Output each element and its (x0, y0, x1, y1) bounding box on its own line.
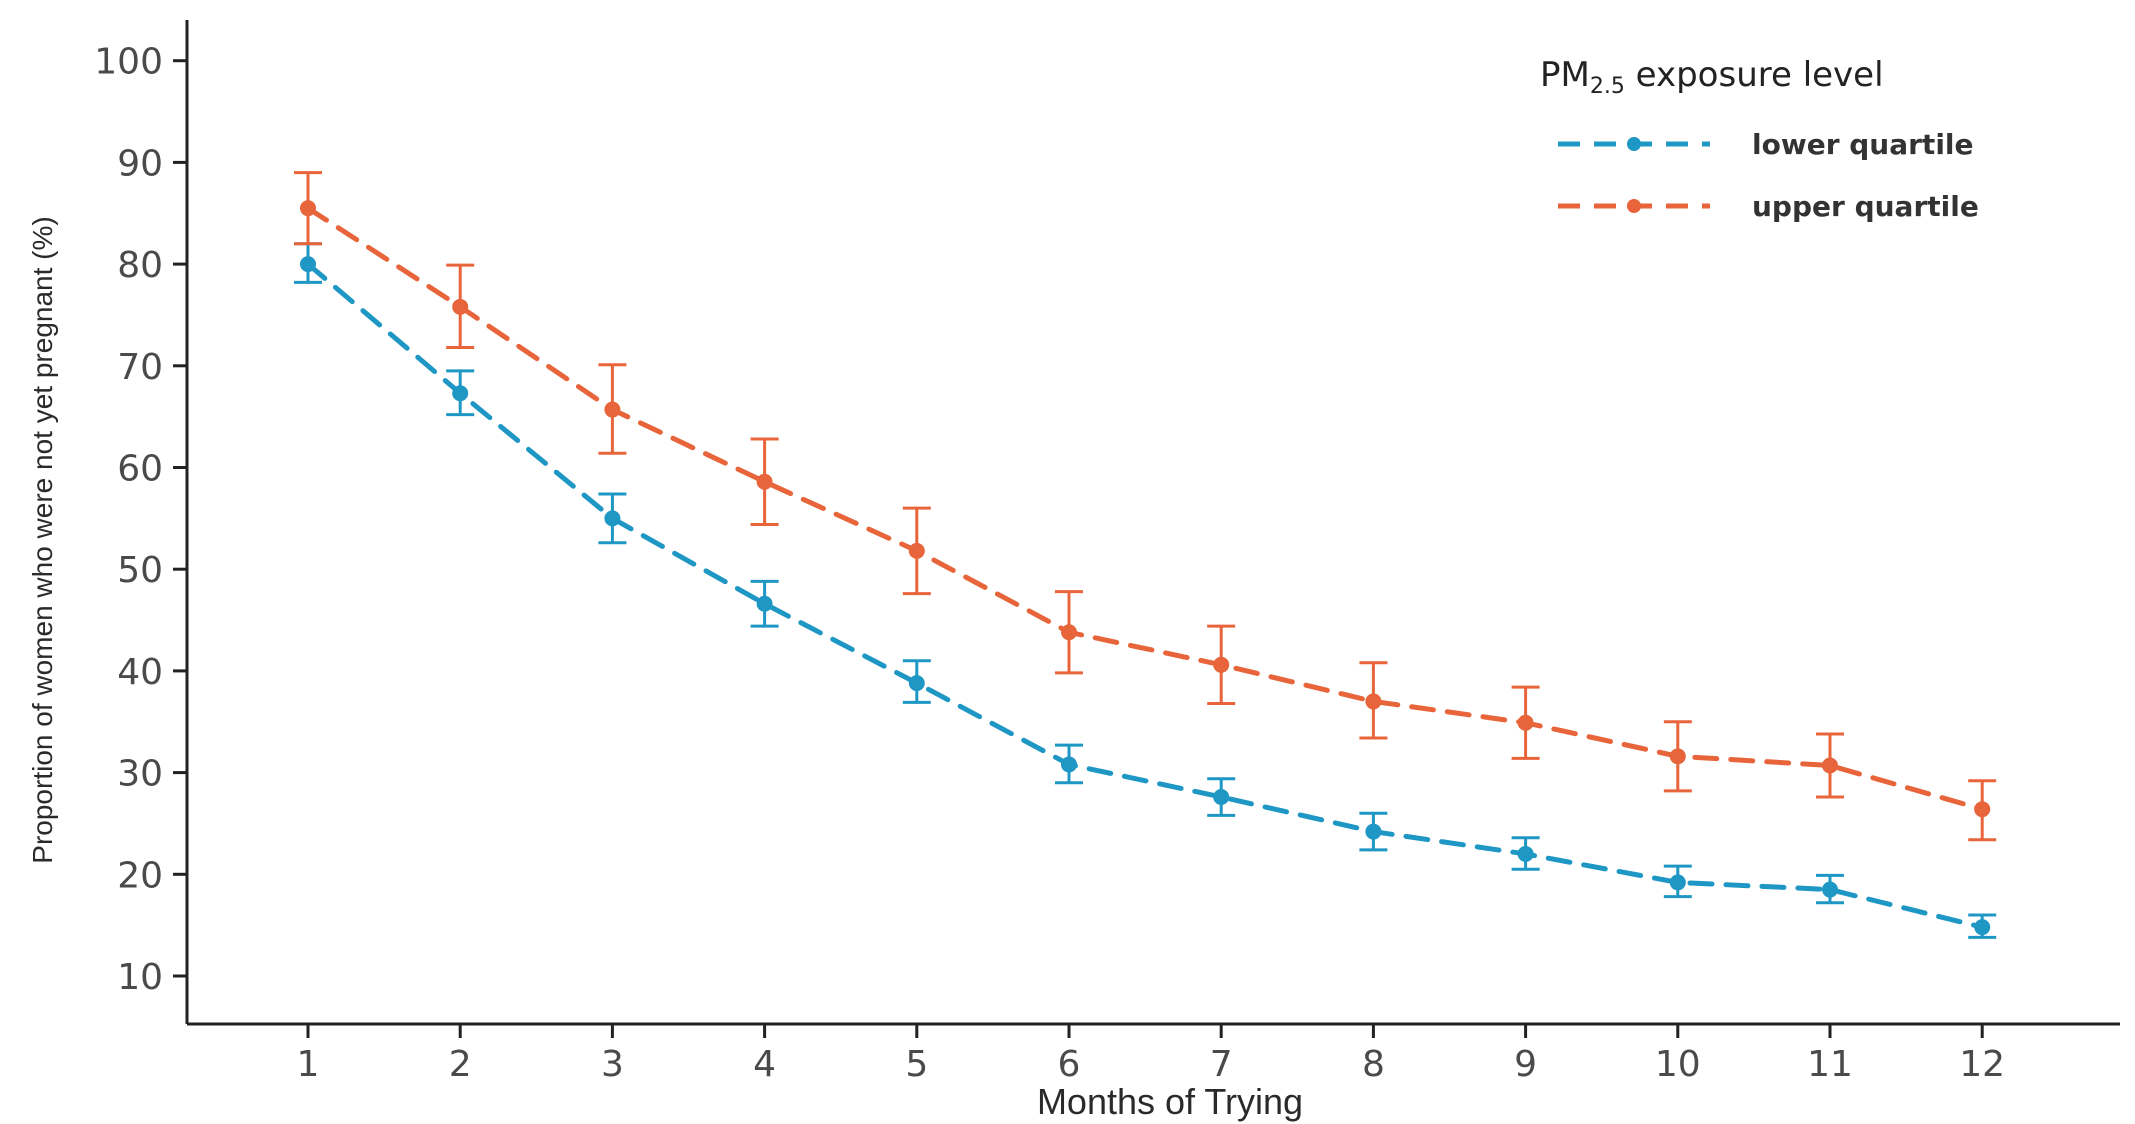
data-point (300, 200, 316, 217)
legend-title: PM2.5 exposure level (1540, 55, 1884, 99)
series-line (305, 205, 1985, 812)
x-tick-label: 5 (905, 1044, 928, 1085)
data-point (1213, 789, 1230, 806)
y-tick-label: 50 (117, 550, 163, 591)
data-point (452, 385, 469, 402)
legend-item: lower quartile (1558, 128, 1974, 161)
y-tick-label: 90 (117, 143, 163, 184)
data-point (756, 595, 773, 612)
x-axis-ticks: 1 2 3 4 5 6 7 8 9 10 11 12 (297, 1024, 2005, 1085)
data-point (1061, 756, 1077, 773)
y-tick-label: 40 (117, 652, 163, 693)
x-tick-label: 7 (1210, 1044, 1233, 1085)
data-point (1822, 757, 1838, 774)
plot-area (294, 171, 1997, 939)
y-axis-title: Proportion of women who were not yet pre… (27, 216, 58, 863)
x-tick-label: 8 (1362, 1044, 1385, 1085)
x-tick-label: 9 (1514, 1044, 1537, 1085)
data-point (1974, 801, 1991, 818)
y-axis-ticks: 10 20 30 40 50 60 70 80 90 100 (94, 42, 187, 998)
data-point (1974, 919, 1991, 936)
x-tick-label: 12 (1959, 1044, 2005, 1085)
x-tick-label: 4 (753, 1044, 776, 1085)
data-point (1669, 874, 1686, 891)
legend-marker (1627, 199, 1641, 213)
series-upper-quartile (294, 171, 1997, 842)
y-tick-label: 100 (94, 42, 163, 83)
data-point (756, 473, 773, 490)
x-tick-label: 2 (449, 1044, 472, 1085)
data-point (300, 256, 316, 273)
y-tick-label: 10 (117, 957, 163, 998)
data-point (604, 401, 621, 418)
data-point (1517, 845, 1534, 862)
y-tick-label: 70 (117, 347, 163, 388)
data-point (908, 675, 925, 692)
data-point (1213, 656, 1230, 673)
y-tick-label: 20 (117, 855, 163, 896)
data-point (1365, 693, 1382, 710)
legend-marker (1627, 137, 1641, 151)
series-line (305, 261, 1985, 930)
legend-title-rest: exposure level (1625, 55, 1884, 95)
legend: PM2.5 exposure level lower quartile upper… (1540, 55, 1979, 223)
legend-items: lower quartile upper quartile (1558, 128, 1979, 223)
legend-title-pm: PM (1540, 55, 1590, 95)
legend-label: upper quartile (1752, 190, 1979, 223)
data-point (908, 542, 925, 559)
data-point (1365, 823, 1382, 840)
data-point (1822, 881, 1838, 898)
y-tick-label: 30 (117, 754, 163, 795)
y-tick-label: 60 (117, 449, 163, 490)
legend-label: lower quartile (1752, 128, 1974, 161)
legend-title-subscript: 2.5 (1590, 74, 1625, 99)
x-axis-title: Months of Trying (1037, 1081, 1303, 1122)
x-tick-label: 6 (1058, 1044, 1081, 1085)
y-tick-label: 80 (117, 245, 163, 286)
x-tick-label: 1 (297, 1044, 320, 1085)
x-tick-label: 11 (1807, 1044, 1853, 1085)
x-tick-label: 10 (1655, 1044, 1701, 1085)
data-point (1517, 714, 1534, 731)
data-point (1061, 624, 1077, 641)
data-point (452, 298, 469, 315)
legend-item: upper quartile (1558, 190, 1979, 223)
x-tick-label: 3 (601, 1044, 624, 1085)
data-point (604, 510, 621, 527)
series-lower-quartile (294, 242, 1997, 939)
data-point (1669, 748, 1686, 765)
